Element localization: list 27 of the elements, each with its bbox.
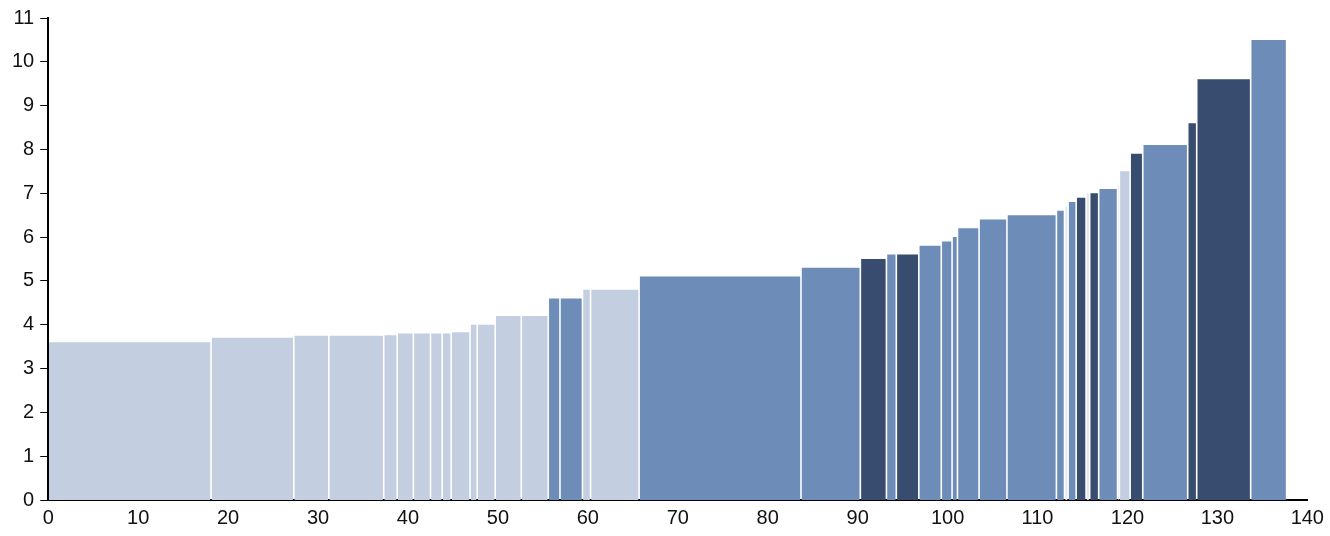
y-tick-label: 8 [23,136,35,159]
x-tick-label: 90 [846,505,869,528]
y-tick-label: 0 [23,487,35,510]
y-tick-label: 6 [23,224,35,247]
x-tick-label: 110 [1021,505,1054,528]
x-tick-label: 50 [486,505,510,528]
x-tick-label: 120 [1110,505,1145,528]
x-tick-label: 40 [396,505,420,528]
y-tick-label: 10 [12,49,35,72]
x-tick-label: 0 [42,505,54,528]
y-tick-label: 3 [23,356,35,379]
x-tick-label: 100 [930,505,965,528]
y-tick-label: 5 [23,268,35,291]
y-tick-label: 4 [23,312,35,335]
x-tick-label: 70 [666,505,689,528]
y-tick-label: 7 [23,180,35,203]
x-tick-label: 80 [756,505,779,528]
x-tick-label: 10 [127,505,150,528]
y-tick-label: 11 [13,5,35,28]
y-tick-label: 9 [23,93,35,116]
y-tick-label: 2 [23,399,35,422]
x-tick-label: 130 [1200,505,1235,528]
y-tick-label: 1 [23,443,35,466]
x-tick-label: 20 [216,505,240,528]
x-tick-label: 30 [306,505,330,528]
x-tick-label: 140 [1290,505,1324,528]
x-tick-label: 60 [576,505,599,528]
